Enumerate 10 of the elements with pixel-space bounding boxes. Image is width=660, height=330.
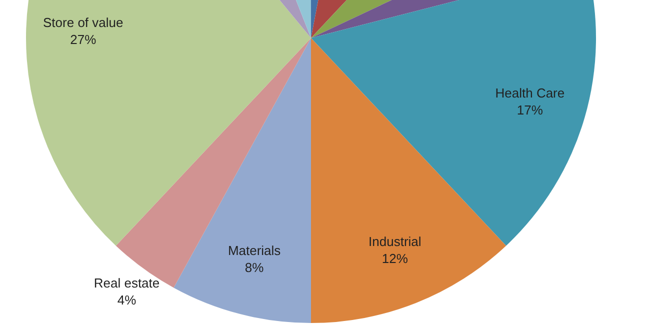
data-label: 27%	[70, 32, 97, 47]
data-label: 8%	[244, 260, 264, 275]
data-label: 4%	[117, 292, 137, 308]
data-label: 12%	[382, 250, 408, 266]
slice-label: Health Care	[495, 86, 565, 101]
slice-label: Store of value	[43, 14, 124, 30]
slice-label: Materials	[228, 242, 282, 258]
slice-label: Industrial	[368, 234, 422, 249]
slice-label: Real estate	[94, 276, 160, 291]
data-label: 17%	[516, 102, 544, 118]
